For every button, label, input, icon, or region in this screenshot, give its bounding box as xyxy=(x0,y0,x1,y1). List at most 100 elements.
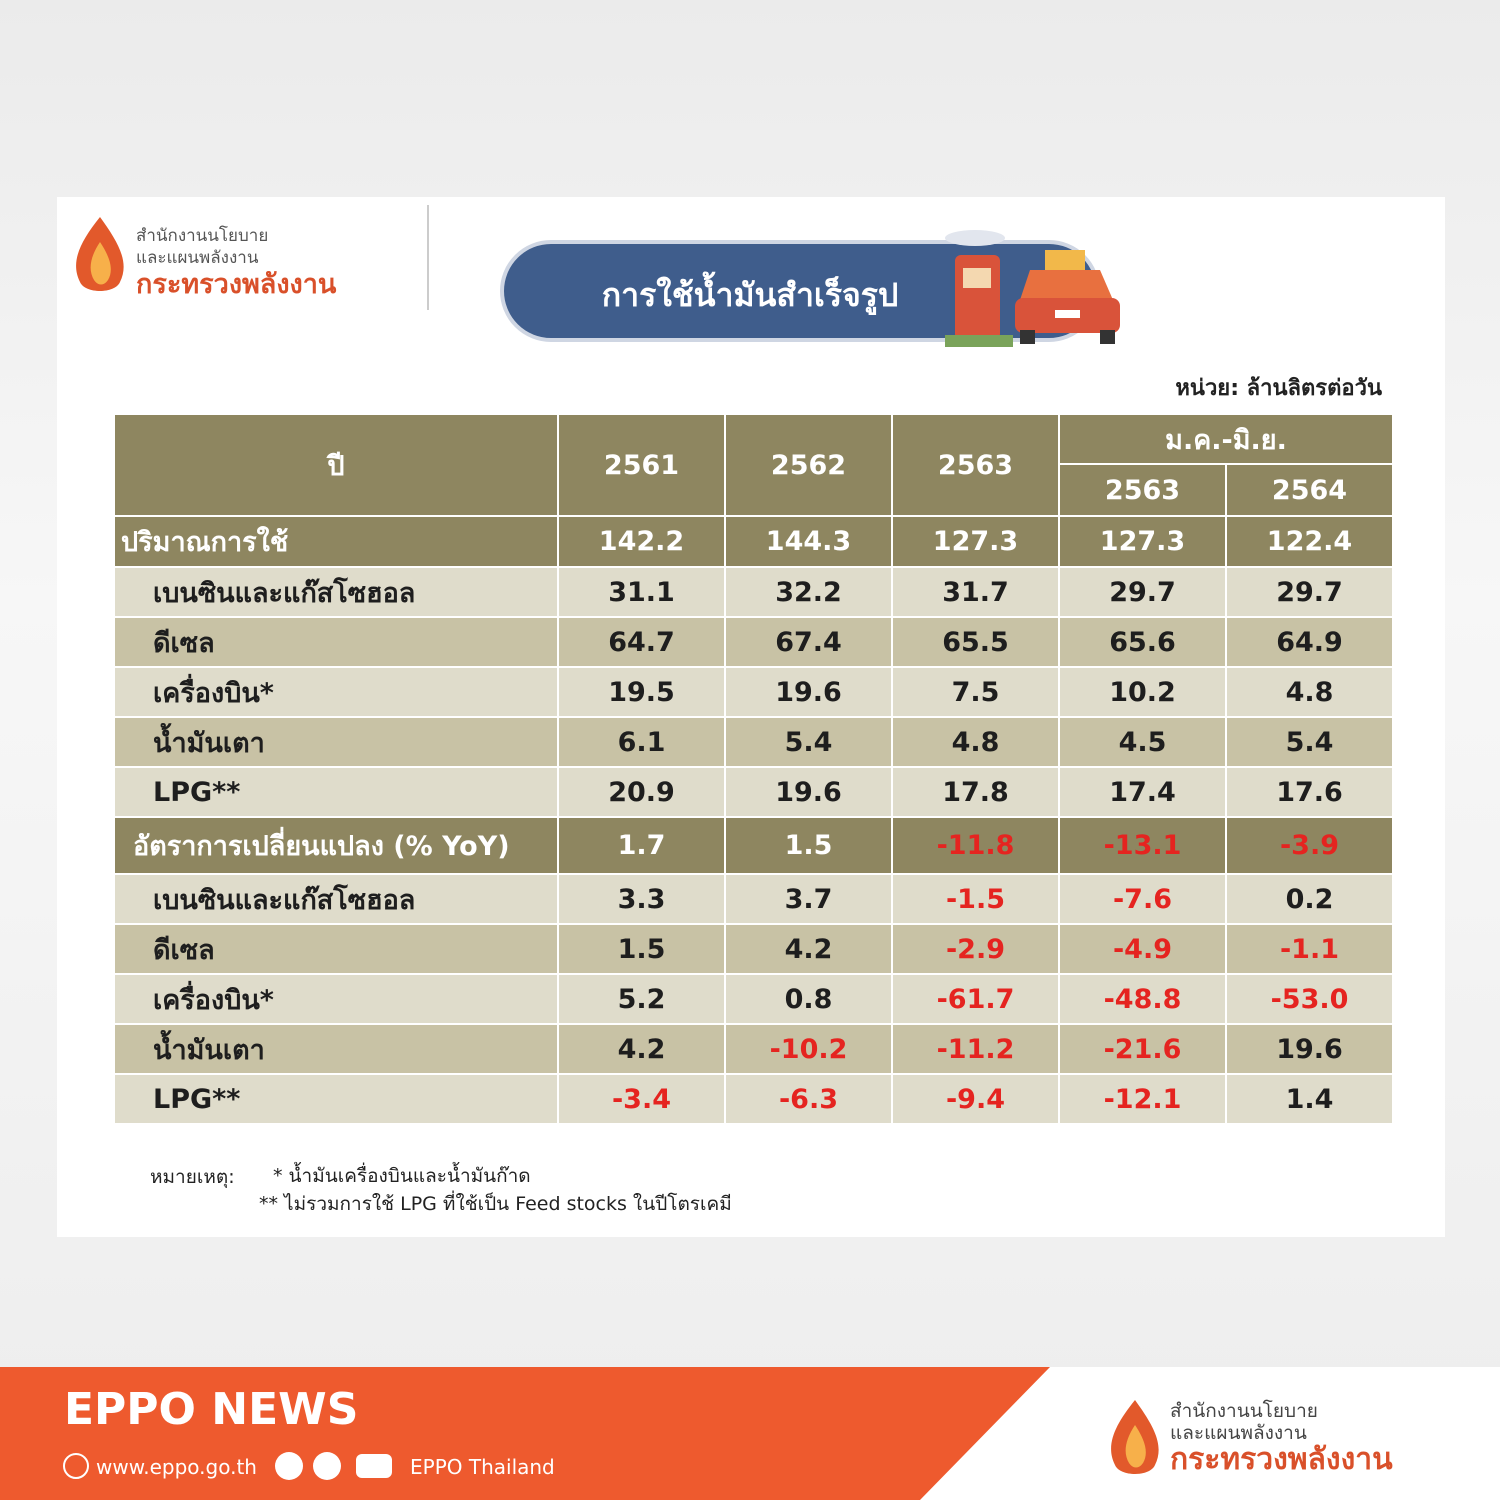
row-value: 0.8 xyxy=(726,975,891,1023)
row-value: -7.6 xyxy=(1060,875,1225,923)
row-value: -10.2 xyxy=(726,1025,891,1073)
row-value: 4.8 xyxy=(1227,668,1392,716)
row-value: 6.1 xyxy=(559,718,724,766)
row-label: ดีเซล xyxy=(115,925,557,973)
row-value: 17.6 xyxy=(1227,768,1392,816)
row-value: 7.5 xyxy=(893,668,1058,716)
header-cell: 2562 xyxy=(726,415,891,515)
row-value: 4.5 xyxy=(1060,718,1225,766)
social[interactable]: EPPO Thailand xyxy=(410,1455,555,1479)
section-label: อัตราการเปลี่ยนแปลง (% YoY) xyxy=(115,818,557,873)
logo-flame xyxy=(76,217,124,291)
row-value: -3.4 xyxy=(559,1075,724,1123)
row-value: 5.4 xyxy=(1227,718,1392,766)
org-line: กระทรวงพลังงาน xyxy=(136,269,337,300)
org-name: สำนักงานนโยบาย และแผนพลังงาน กระทรวงพลัง… xyxy=(136,225,336,301)
section-value: -11.8 xyxy=(893,818,1058,873)
row-value: -4.9 xyxy=(1060,925,1225,973)
website[interactable]: www.eppo.go.th xyxy=(96,1455,257,1479)
section-value: 127.3 xyxy=(893,517,1058,566)
row-value: 3.7 xyxy=(726,875,891,923)
unit: หน่วย: ล้านลิตรต่อวัน xyxy=(1175,376,1382,401)
org-line: สำนักงานนโยบาย xyxy=(136,226,269,246)
row-value: 3.3 xyxy=(559,875,724,923)
row-value: -61.7 xyxy=(893,975,1058,1023)
row-value: -1.5 xyxy=(893,875,1058,923)
row-label: เบนซินและแก๊สโซฮอล xyxy=(115,875,557,923)
row-label: เครื่องบิน* xyxy=(115,668,557,716)
row-value: -48.8 xyxy=(1060,975,1225,1023)
footer-org: สำนักงานนโยบาย และแผนพลังงาน กระทรวงพลัง… xyxy=(1170,1400,1393,1476)
row-value: 5.4 xyxy=(726,718,891,766)
footer-logo xyxy=(1111,1400,1159,1474)
row-value: 19.5 xyxy=(559,668,724,716)
row-value: 4.2 xyxy=(726,925,891,973)
row-value: 64.9 xyxy=(1227,618,1392,666)
header-cell: 2563 xyxy=(893,415,1058,515)
note: ** ไม่รวมการใช้ LPG ที่ใช้เป็น Feed stoc… xyxy=(259,1193,732,1215)
section-value: 142.2 xyxy=(559,517,724,566)
org-line: และแผนพลังงาน xyxy=(136,248,259,268)
row-value: 5.2 xyxy=(559,975,724,1023)
section-value: 1.5 xyxy=(726,818,891,873)
section-value: 127.3 xyxy=(1060,517,1225,566)
org-line: และแผนพลังงาน xyxy=(1170,1422,1307,1444)
footer-shape xyxy=(0,1367,1050,1500)
section-value: 144.3 xyxy=(726,517,891,566)
row-value: 29.7 xyxy=(1227,568,1392,616)
footer-title: EPPO NEWS xyxy=(64,1384,359,1435)
header-group: ม.ค.-มิ.ย. xyxy=(1060,415,1392,463)
header-cell: 2564 xyxy=(1227,465,1392,515)
row-value: 1.5 xyxy=(559,925,724,973)
row-label: น้ำมันเตา xyxy=(115,1025,557,1073)
notes-label: หมายเหตุ: xyxy=(150,1166,235,1188)
row-value: -12.1 xyxy=(1060,1075,1225,1123)
section-label: ปริมาณการใช้ xyxy=(115,517,557,566)
row-value: 65.5 xyxy=(893,618,1058,666)
row-value: 17.4 xyxy=(1060,768,1225,816)
row-label: เบนซินและแก๊สโซฮอล xyxy=(115,568,557,616)
row-value: 31.1 xyxy=(559,568,724,616)
row-value: 17.8 xyxy=(893,768,1058,816)
footer-icons xyxy=(63,1452,392,1480)
section-value: -13.1 xyxy=(1060,818,1225,873)
illustration xyxy=(945,230,1120,347)
row-value: -11.2 xyxy=(893,1025,1058,1073)
header-cell: ปี xyxy=(115,415,557,515)
notes: หมายเหตุ: xyxy=(150,1162,235,1192)
row-value: 32.2 xyxy=(726,568,891,616)
row-label: น้ำมันเตา xyxy=(115,718,557,766)
row-value: 29.7 xyxy=(1060,568,1225,616)
org-line: กระทรวงพลังงาน xyxy=(1170,1442,1393,1477)
row-value: 20.9 xyxy=(559,768,724,816)
row-value: 19.6 xyxy=(726,668,891,716)
row-value: 10.2 xyxy=(1060,668,1225,716)
row-value: 19.6 xyxy=(726,768,891,816)
row-value: 4.8 xyxy=(893,718,1058,766)
section-value: 122.4 xyxy=(1227,517,1392,566)
note: * น้ำมันเครื่องบินและน้ำมันก๊าด xyxy=(273,1165,531,1187)
row-value: -9.4 xyxy=(893,1075,1058,1123)
row-value: 19.6 xyxy=(1227,1025,1392,1073)
row-label: ดีเซล xyxy=(115,618,557,666)
row-value: -2.9 xyxy=(893,925,1058,973)
section-value: 1.7 xyxy=(559,818,724,873)
row-value: 4.2 xyxy=(559,1025,724,1073)
header-cell: 2561 xyxy=(559,415,724,515)
row-label: เครื่องบิน* xyxy=(115,975,557,1023)
row-value: -1.1 xyxy=(1227,925,1392,973)
row-value: 0.2 xyxy=(1227,875,1392,923)
org-line: สำนักงานนโยบาย xyxy=(1170,1400,1318,1422)
notes-lines: * น้ำมันเครื่องบินและน้ำมันก๊าด ** ไม่รว… xyxy=(259,1162,732,1218)
row-label: LPG** xyxy=(115,768,557,816)
row-value: -21.6 xyxy=(1060,1025,1225,1073)
row-value: 67.4 xyxy=(726,618,891,666)
row-value: 64.7 xyxy=(559,618,724,666)
row-value: -53.0 xyxy=(1227,975,1392,1023)
title: การใช้น้ำมันสำเร็จรูป xyxy=(601,276,899,314)
row-value: -6.3 xyxy=(726,1075,891,1123)
header-cell: 2563 xyxy=(1060,465,1225,515)
row-value: 1.4 xyxy=(1227,1075,1392,1123)
divider xyxy=(427,205,429,310)
